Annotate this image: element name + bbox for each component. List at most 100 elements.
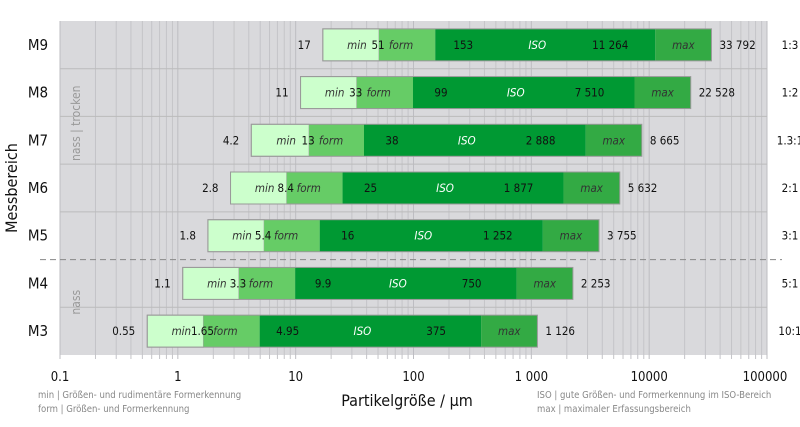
- row-label: M7: [28, 131, 48, 149]
- value-label: 7 510: [575, 86, 605, 100]
- value-label: 153: [453, 38, 473, 52]
- x-tick-label: 10: [288, 370, 303, 385]
- segment-label: ISO: [389, 276, 407, 290]
- segment-label: ISO: [436, 181, 454, 195]
- bar-segment-max: [634, 76, 691, 109]
- value-label: 11 264: [592, 38, 628, 52]
- bar-segment-max: [481, 315, 538, 348]
- segment-label: max: [580, 181, 603, 195]
- value-label: 2 888: [526, 133, 556, 147]
- value-label: 1.8: [179, 229, 195, 243]
- segment-label: form: [213, 324, 237, 338]
- value-label: 5.4: [255, 229, 271, 243]
- segment-label: ISO: [507, 86, 525, 100]
- x-axis-label: Partikelgröße / µm: [341, 391, 473, 410]
- value-label: 22 528: [699, 86, 735, 100]
- legend-form: form | Größen- und Formerkennung: [38, 404, 189, 415]
- bar-segment-iso: [295, 267, 517, 300]
- bar-segment-min: [322, 28, 380, 62]
- value-label: 33: [349, 86, 362, 100]
- ratio-label: 5:1: [782, 276, 799, 290]
- bar-segment-iso: [319, 219, 543, 252]
- segment-label: max: [672, 38, 695, 52]
- segment-label: max: [533, 276, 556, 290]
- value-label: 8.4: [278, 181, 294, 195]
- row-label: M4: [28, 274, 48, 292]
- group-label: nass: [69, 290, 83, 315]
- bar-segment-max: [655, 28, 712, 61]
- bar-segment-min: [207, 219, 265, 253]
- value-label: 9.9: [315, 276, 331, 290]
- bar-outline: [230, 171, 621, 205]
- ratio-label: 3:1: [782, 229, 799, 243]
- bar-segment-max: [563, 172, 620, 204]
- bar-segment-form: [264, 219, 320, 252]
- bar-segment-form: [203, 315, 260, 348]
- x-tick-label: 0.1: [51, 370, 70, 385]
- bar-segment-form: [309, 124, 364, 157]
- value-label: 99: [434, 86, 447, 100]
- value-label: 1 877: [504, 181, 534, 195]
- value-label: 25: [364, 181, 377, 195]
- x-tick-label: 100: [402, 370, 424, 385]
- x-tick-label: 1 000: [515, 370, 548, 385]
- x-tick-label: 10000: [631, 370, 668, 385]
- bar-outline: [322, 28, 712, 62]
- bar-segment-form: [238, 267, 296, 300]
- value-label: 1 252: [483, 229, 513, 243]
- value-label: 8 665: [650, 133, 680, 147]
- segment-label: max: [651, 86, 674, 100]
- value-label: 16: [341, 229, 354, 243]
- bar-outline: [207, 219, 600, 253]
- segment-label: form: [367, 86, 391, 100]
- value-label: 4.95: [276, 324, 299, 338]
- segment-label: min: [172, 324, 192, 338]
- bar-outline: [182, 266, 574, 300]
- segment-label: ISO: [528, 38, 546, 52]
- segment-label: max: [560, 229, 583, 243]
- segment-label: min: [232, 229, 252, 243]
- bar-segment-iso: [259, 315, 482, 348]
- row-label: M9: [28, 36, 48, 54]
- x-tick-label: 1: [174, 370, 181, 385]
- segment-label: ISO: [414, 229, 432, 243]
- value-label: 375: [426, 324, 446, 338]
- value-label: 2.8: [202, 181, 218, 195]
- value-label: 2 253: [581, 276, 611, 290]
- bar-segment-max: [516, 267, 573, 300]
- y-axis-label: Messbereich: [2, 143, 21, 233]
- legend-max: max | maximaler Erfassungsbereich: [537, 404, 691, 415]
- legend-iso: ISO | gute Größen- und Formerkennung im …: [537, 390, 771, 401]
- segment-label: min: [207, 276, 227, 290]
- bar-segment-form: [286, 172, 343, 204]
- segment-label: form: [389, 38, 413, 52]
- x-tick-label: 100000: [743, 370, 788, 385]
- ratio-label: 1:3: [782, 38, 799, 52]
- value-label: 33 792: [719, 38, 755, 52]
- segment-label: max: [602, 133, 625, 147]
- value-label: 1 126: [545, 324, 575, 338]
- segment-label: ISO: [458, 133, 476, 147]
- value-label: 4.2: [223, 133, 239, 147]
- bar-segment-min: [146, 314, 204, 348]
- segment-label: min: [255, 181, 275, 195]
- value-label: 3 755: [607, 229, 637, 243]
- value-label: 11: [275, 86, 288, 100]
- ratio-label: 1:2: [782, 86, 799, 100]
- ratio-label: 10:1: [778, 324, 800, 338]
- segment-label: min: [347, 38, 367, 52]
- bar-outline: [250, 123, 643, 157]
- segment-label: form: [297, 181, 321, 195]
- ratio-label: 1.3:1: [777, 133, 800, 147]
- segment-label: max: [498, 324, 521, 338]
- value-label: 17: [298, 38, 311, 52]
- value-label: 750: [462, 276, 482, 290]
- bar-segment-iso: [412, 76, 635, 109]
- bar-segment-form: [379, 28, 436, 61]
- value-label: 3.3: [230, 276, 246, 290]
- bar-segment-iso: [342, 172, 564, 204]
- bar-segment-min: [300, 76, 358, 110]
- bar-segment-iso: [435, 28, 656, 61]
- ratio-label: 2:1: [782, 181, 799, 195]
